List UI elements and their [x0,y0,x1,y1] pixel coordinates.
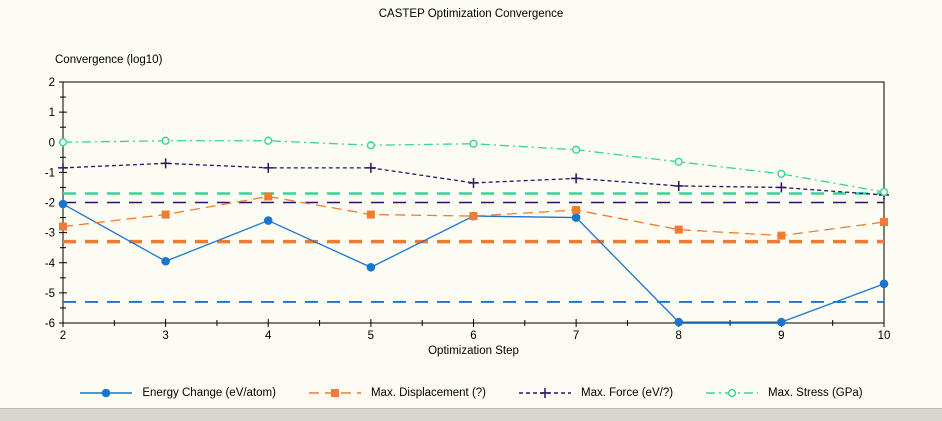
y-tick-label: -2 [45,198,55,210]
x-tick-label: 8 [676,330,682,342]
legend-label: Max. Force (eV/?) [581,387,674,399]
legend-marker-plus-icon [519,388,572,398]
legend-item-energy-change-ev-atom: Energy Change (eV/atom) [79,386,276,400]
x-tick-label: 9 [778,330,784,342]
legend-label: Energy Change (eV/atom) [142,387,276,399]
x-tick-label: 6 [470,330,476,342]
legend-item-max-force-ev: Max. Force (eV/?) [518,386,673,400]
legend-marker-circle-icon [80,388,133,398]
y-tick-label: -6 [45,318,55,330]
x-tick-label: 5 [368,330,374,342]
legend-label: Max. Displacement (?) [370,387,487,399]
x-axis-title: Optimization Step [428,345,519,357]
x-tick-label: 7 [573,330,579,342]
series-max-displacement [59,192,888,240]
y-tick-label: -4 [45,258,56,270]
series-max-stress-gpa [58,136,889,197]
y-tick-label: -3 [45,228,55,240]
x-tick-label: 4 [265,330,272,342]
y-tick-label: 2 [49,77,55,89]
legend-item-max-displacement: Max. Displacement (?) [308,386,486,400]
window-bottom-strip [0,408,942,421]
x-tick-label: 2 [60,330,66,342]
y-tick-label: 1 [49,107,55,119]
plot-frame [62,81,885,324]
chart-title: CASTEP Optimization Convergence [378,8,564,20]
legend-item-max-stress-gpa: Max. Stress (GPa) [705,386,863,400]
y-axis-title: Convergence (log10) [55,54,163,66]
chart-legend: Energy Change (eV/atom) Max. Displacement… [0,386,942,400]
legend-marker-square-icon [308,389,361,397]
x-tick-label: 10 [878,330,891,342]
x-tick-label: 3 [162,330,168,342]
y-tick-label: 0 [49,137,55,149]
legend-marker-circle-open-icon [706,388,759,398]
legend-label: Max. Stress (GPa) [768,387,863,399]
series-max-force-ev [58,158,889,200]
y-tick-label: -1 [45,167,55,179]
y-tick-label: -5 [45,288,55,300]
